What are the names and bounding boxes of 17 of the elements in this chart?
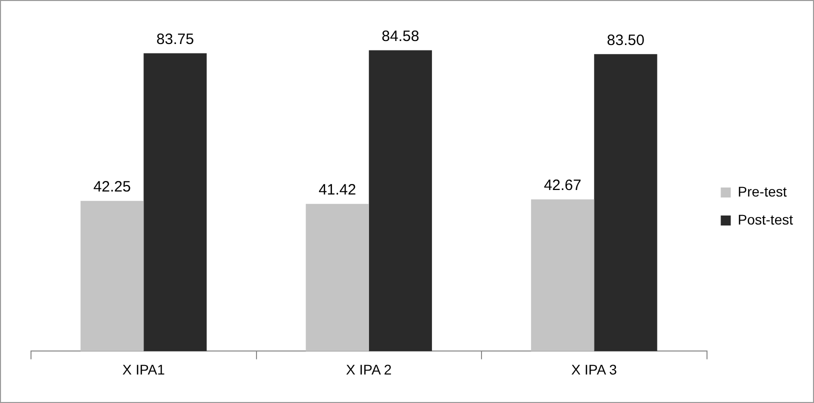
data-label: 42.67 bbox=[544, 177, 582, 194]
data-label: 83.50 bbox=[606, 32, 644, 49]
data-label: 84.58 bbox=[382, 28, 420, 45]
bar bbox=[594, 54, 658, 352]
bar bbox=[306, 204, 369, 352]
data-label: 42.25 bbox=[93, 178, 131, 196]
x-tick-label: X IPA 3 bbox=[571, 361, 618, 378]
x-tick-label: X IPA 2 bbox=[346, 361, 392, 378]
bar bbox=[80, 200, 144, 352]
data-label: 83.75 bbox=[156, 30, 194, 48]
legend-label: Pre-test bbox=[738, 183, 787, 200]
data-label: 41.42 bbox=[318, 181, 356, 198]
bar bbox=[368, 50, 432, 352]
legend-label: Post-test bbox=[738, 211, 794, 228]
x-tick-label: X IPA1 bbox=[122, 361, 166, 378]
bar bbox=[144, 53, 207, 352]
bar bbox=[531, 199, 594, 352]
